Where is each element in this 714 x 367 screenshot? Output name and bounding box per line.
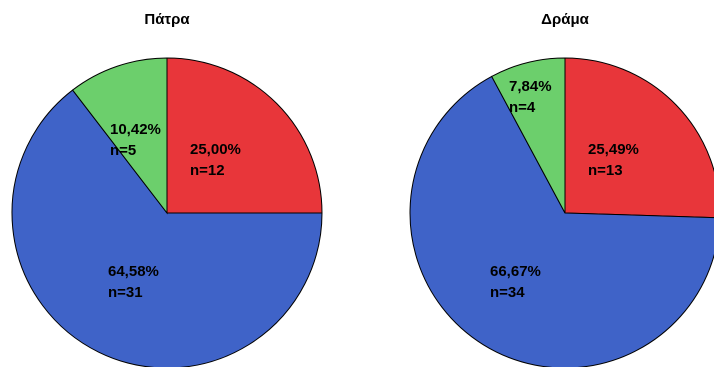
pie-slice-blue bbox=[409, 75, 714, 367]
pie-chart-drama: Δράμα 25,49% n=13 66,67% n=34 7,84% n=4 bbox=[409, 11, 714, 367]
slice-count-label: n=31 bbox=[108, 284, 143, 301]
slice-count-label: n=4 bbox=[509, 99, 536, 116]
pie-chart-patra: Πάτρα 25,00% n=12 64,58% n=31 10,42% n=5 bbox=[11, 11, 323, 367]
slice-percent-label: 64,58% bbox=[108, 263, 159, 280]
slice-percent-label: 25,49% bbox=[588, 141, 639, 158]
slice-count-label: n=13 bbox=[588, 162, 623, 179]
slice-percent-label: 7,84% bbox=[509, 78, 552, 95]
slice-count-label: n=12 bbox=[190, 162, 225, 179]
slice-percent-label: 10,42% bbox=[110, 121, 161, 138]
pie-slice-green bbox=[71, 57, 168, 215]
pie-slice-red bbox=[166, 57, 323, 214]
pie-slice-red bbox=[564, 57, 714, 219]
slice-count-label: n=34 bbox=[490, 284, 525, 301]
pie-slice-green bbox=[491, 57, 566, 214]
slice-percent-label: 66,67% bbox=[490, 263, 541, 280]
slice-count-label: n=5 bbox=[110, 142, 136, 159]
chart-title: Δράμα bbox=[541, 11, 589, 28]
chart-title: Πάτρα bbox=[144, 11, 190, 28]
pie-slice-blue bbox=[11, 89, 323, 367]
slice-percent-label: 25,00% bbox=[190, 141, 241, 158]
